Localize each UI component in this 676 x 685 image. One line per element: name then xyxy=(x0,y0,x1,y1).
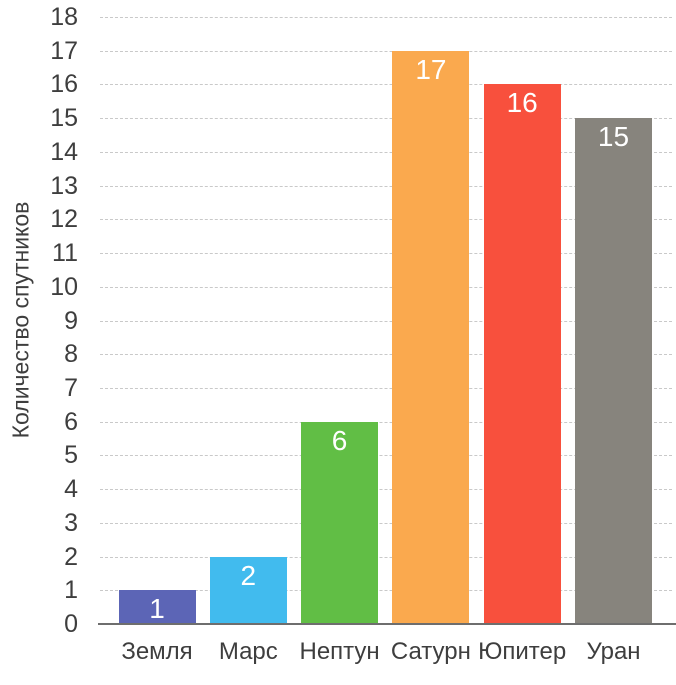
gridline xyxy=(100,118,672,120)
bar-value-label: 15 xyxy=(597,121,630,153)
gridline xyxy=(100,421,672,423)
x-category-label: Марс xyxy=(218,638,278,665)
x-category-label: Юпитер xyxy=(478,638,567,665)
y-axis-tick-label: 11 xyxy=(52,239,78,268)
gridline xyxy=(100,50,672,52)
y-axis-tick-label: 4 xyxy=(64,475,78,504)
gridline xyxy=(100,590,672,592)
x-category-label: Земля xyxy=(121,638,193,665)
x-category-label: Уран xyxy=(586,638,641,665)
bar-value-label: 2 xyxy=(240,559,257,591)
bar-value-label: 17 xyxy=(415,53,447,85)
y-axis-tick-label: 2 xyxy=(64,542,78,571)
bar-value-label: 16 xyxy=(506,87,538,119)
y-axis-tick-label: 10 xyxy=(50,272,78,301)
y-axis-tick-label: 17 xyxy=(50,36,78,65)
x-axis-line xyxy=(98,623,676,625)
x-category-label: Нептун xyxy=(299,638,380,665)
gridline xyxy=(100,84,672,86)
gridline xyxy=(100,489,672,491)
gridline xyxy=(100,455,672,457)
bar: 6 xyxy=(301,421,379,624)
y-axis-tick-label: 15 xyxy=(50,104,78,133)
gridline xyxy=(100,151,672,153)
x-category-label: Сатурн xyxy=(390,638,471,665)
y-axis-tick-label: 14 xyxy=(50,137,78,166)
y-axis-tick-label: 9 xyxy=(64,306,78,335)
bar-value-label: 6 xyxy=(331,424,348,456)
gridline xyxy=(100,556,672,558)
bar: 15 xyxy=(575,118,652,624)
gridline xyxy=(100,185,672,187)
y-axis-tick-label: 3 xyxy=(64,508,78,537)
y-axis-tick-label: 8 xyxy=(64,340,78,369)
y-axis-tick-label: 13 xyxy=(50,171,78,200)
gridline xyxy=(100,253,672,255)
y-axis-tick-label: 0 xyxy=(64,610,78,638)
gridline xyxy=(100,354,672,356)
bar: 1 xyxy=(118,590,196,625)
bar: 17 xyxy=(392,50,470,624)
gridline xyxy=(100,17,672,18)
y-axis-tick-label: 1 xyxy=(64,576,78,605)
gridline xyxy=(100,219,672,221)
gridline xyxy=(100,320,672,322)
bar: 16 xyxy=(483,84,561,624)
gridline xyxy=(100,522,672,524)
y-axis-tick-label: 6 xyxy=(64,407,78,436)
bar-value-label: 1 xyxy=(149,593,165,625)
y-axis-tick-label: 18 xyxy=(50,3,78,31)
y-axis-tick-label: 16 xyxy=(50,70,78,99)
y-axis-tick-label: 7 xyxy=(64,373,78,402)
y-axis-tick-label: 5 xyxy=(64,441,78,470)
y-axis-tick-label: 12 xyxy=(50,205,78,234)
gridline xyxy=(100,387,672,389)
bar: 2 xyxy=(209,556,287,624)
gridline xyxy=(100,286,672,288)
